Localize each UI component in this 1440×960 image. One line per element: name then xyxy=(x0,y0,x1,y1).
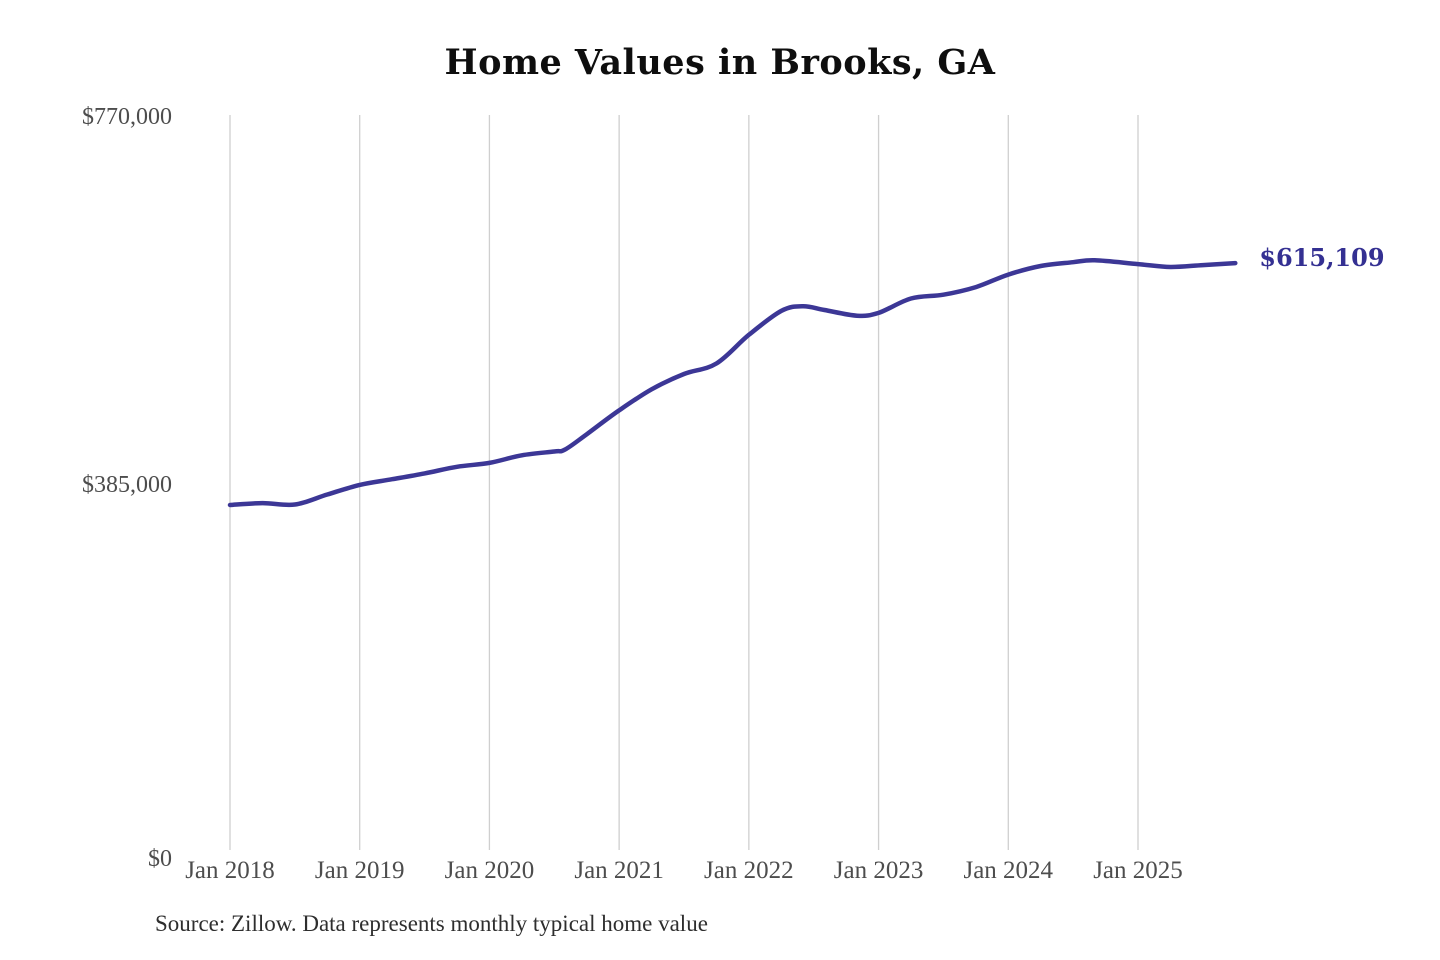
chart-title: Home Values in Brooks, GA xyxy=(444,42,996,83)
x-tick-label: Jan 2021 xyxy=(574,857,664,884)
x-tick-label: Jan 2024 xyxy=(963,857,1054,884)
x-tick-label: Jan 2023 xyxy=(833,857,924,884)
x-tick-label: Jan 2020 xyxy=(444,857,535,884)
y-tick-label: $385,000 xyxy=(82,472,172,498)
x-tick-label: Jan 2022 xyxy=(704,857,794,884)
source-note: Source: Zillow. Data represents monthly … xyxy=(155,911,708,936)
y-tick-label: $0 xyxy=(148,846,172,872)
x-tick-label: Jan 2019 xyxy=(314,857,405,884)
home-value-series-line xyxy=(227,258,1238,508)
y-tick-label: $770,000 xyxy=(82,104,172,130)
x-tick-label: Jan 2025 xyxy=(1093,857,1183,884)
x-tick-label: Jan 2018 xyxy=(185,857,275,884)
vertical-gridlines xyxy=(229,115,1139,850)
final-value-annotation: $615,109 xyxy=(1259,243,1385,273)
